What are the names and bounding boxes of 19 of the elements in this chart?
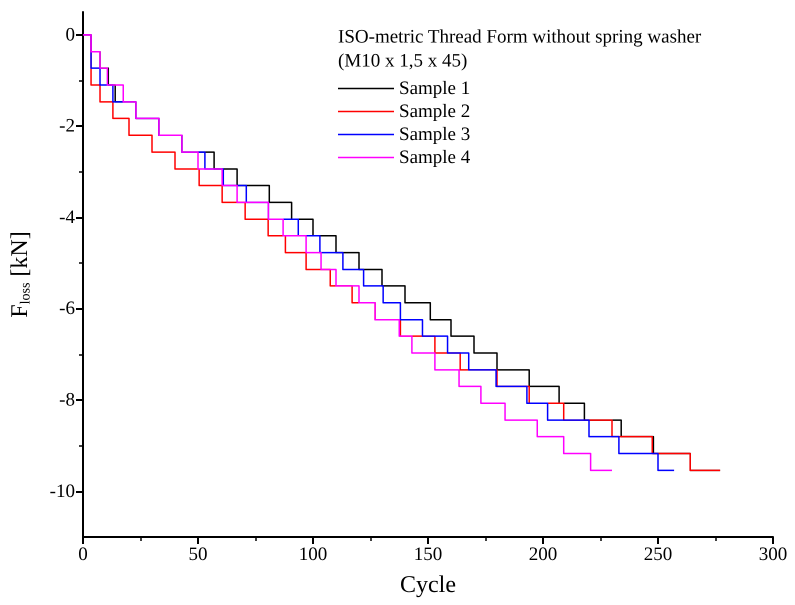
y-tick-label: -2 — [59, 116, 75, 137]
legend-label: Sample 2 — [399, 101, 470, 122]
y-tick-label: -10 — [50, 480, 75, 502]
x-tick-label: 50 — [188, 544, 208, 565]
x-axis-title: Cycle — [400, 572, 456, 598]
y-tick-label: -8 — [59, 390, 75, 411]
y-tick-label: 0 — [66, 24, 75, 46]
legend-label: Sample 4 — [399, 147, 471, 168]
legend-label: Sample 3 — [399, 124, 470, 145]
x-tick-label: 200 — [528, 544, 558, 565]
legend-title: ISO-metric Thread Form without spring washer (M10 x 1,5 x 45) — [338, 26, 702, 72]
x-tick-label: 250 — [644, 544, 672, 565]
x-tick-label: 300 — [758, 544, 788, 565]
legend-label: Sample 1 — [399, 78, 470, 99]
x-tick-label: 150 — [414, 544, 442, 565]
y-axis-title: Floss [kN] — [7, 231, 34, 318]
x-tick-label: 100 — [298, 544, 328, 565]
y-tick-label: -6 — [59, 298, 75, 320]
y-tick-label: -4 — [59, 206, 76, 228]
